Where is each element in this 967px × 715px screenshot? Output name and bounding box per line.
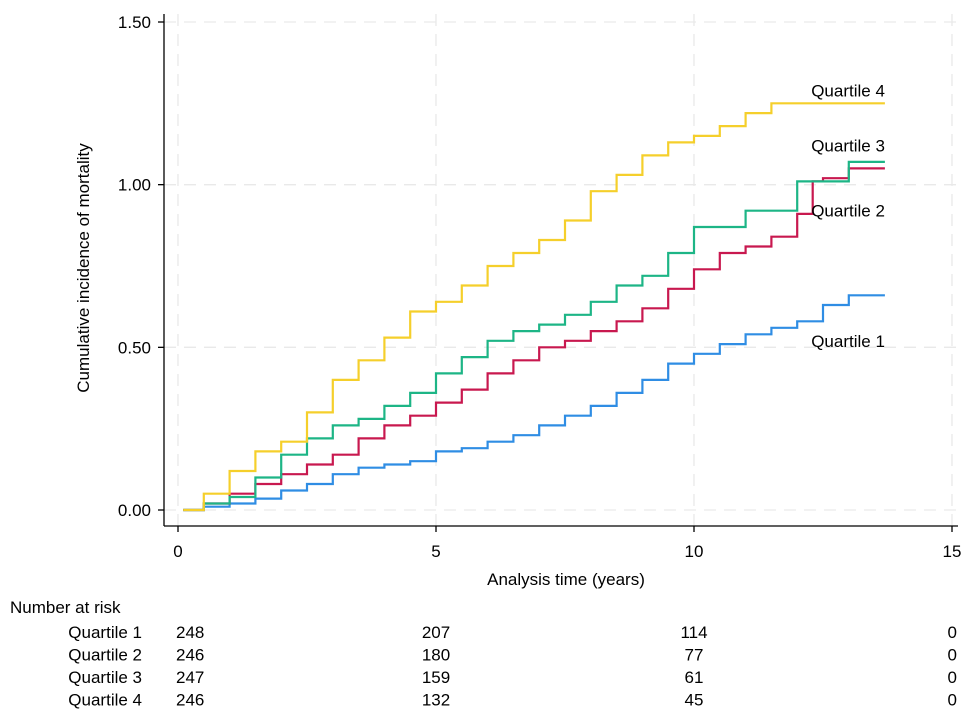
risk-count: 0	[948, 623, 957, 642]
number-at-risk-table: Number at risk Quartile 1 248 207 114 0 Quart…	[10, 598, 957, 710]
tick-marks: 0.00 0.50 1.00 1.50 0 5 10 15	[118, 13, 962, 561]
risk-row-label: Quartile 1	[68, 623, 142, 642]
grid	[164, 14, 958, 526]
risk-count: 247	[176, 668, 204, 687]
series	[183, 102, 885, 512]
risk-count: 0	[948, 668, 957, 687]
x-tick-label: 0	[173, 542, 182, 561]
series-line-quartile-1	[183, 294, 885, 512]
risk-count: 132	[422, 691, 450, 710]
curve-labels: Quartile 1 Quartile 2 Quartile 3 Quartile 4	[811, 81, 885, 351]
y-tick-label: 1.50	[118, 13, 151, 32]
y-tick-label: 0.00	[118, 501, 151, 520]
x-axis-title: Analysis time (years)	[487, 570, 645, 589]
x-tick-label: 15	[943, 542, 962, 561]
risk-count: 114	[680, 623, 707, 642]
risk-count: 77	[685, 646, 704, 665]
risk-row-label: Quartile 4	[68, 691, 142, 710]
risk-row-label: Quartile 2	[68, 646, 142, 665]
series-line-quartile-3	[183, 160, 885, 512]
series-line-quartile-4	[183, 102, 885, 512]
axes	[163, 14, 958, 527]
y-tick-label: 0.50	[118, 338, 151, 357]
x-tick-label: 5	[431, 542, 440, 561]
risk-table-title: Number at risk	[10, 598, 121, 617]
risk-count: 159	[422, 668, 450, 687]
risk-count: 45	[685, 691, 704, 710]
series-line-quartile-2	[183, 167, 885, 512]
y-tick-label: 1.00	[118, 176, 151, 195]
curve-label-quartile-2: Quartile 2	[811, 202, 885, 221]
risk-count: 0	[948, 646, 957, 665]
risk-count: 246	[176, 691, 204, 710]
risk-count: 207	[422, 623, 450, 642]
risk-count: 61	[685, 668, 704, 687]
risk-count: 246	[176, 646, 204, 665]
risk-count: 0	[948, 691, 957, 710]
x-tick-label: 10	[685, 542, 704, 561]
curve-label-quartile-4: Quartile 4	[811, 81, 885, 100]
curve-label-quartile-3: Quartile 3	[811, 137, 885, 156]
curve-label-quartile-1: Quartile 1	[811, 332, 885, 351]
risk-count: 180	[422, 646, 450, 665]
risk-row-label: Quartile 3	[68, 668, 142, 687]
y-axis-title: Cumulative incidence of mortality	[74, 143, 93, 393]
risk-count: 248	[176, 623, 204, 642]
